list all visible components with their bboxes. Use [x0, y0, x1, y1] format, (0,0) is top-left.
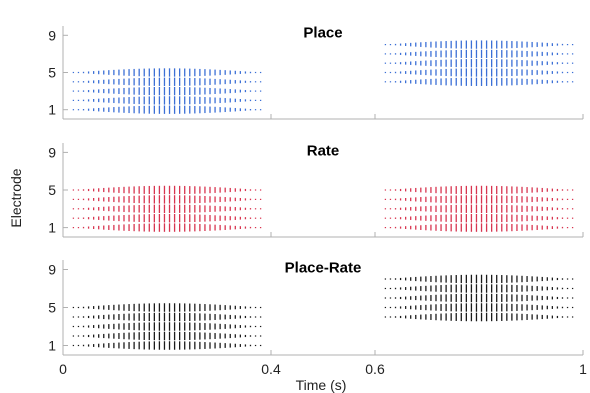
x-axis-label: Time (s) — [296, 377, 347, 393]
y-tick-label: 5 — [48, 300, 56, 316]
spike-segment — [72, 185, 262, 232]
panels: Place 1 5 9 Rate 1 5 9 Place-Rate 1 5 9 — [48, 24, 584, 356]
y-tick-label: 9 — [48, 144, 56, 160]
y-tick-label: 1 — [48, 102, 56, 118]
y-tick-label: 9 — [48, 262, 56, 278]
y-tick-label: 1 — [48, 338, 56, 354]
y-tick-label: 9 — [48, 27, 56, 43]
panel-place: Place 1 5 9 — [48, 24, 584, 120]
spike-segment — [72, 303, 262, 350]
spike-segment — [384, 185, 574, 232]
panel-title: Rate — [307, 142, 340, 159]
y-tick-label: 5 — [48, 65, 56, 81]
spike-segment — [72, 68, 262, 114]
x-tick-label: 0 — [59, 361, 67, 377]
panel-title: Place — [303, 24, 342, 41]
panel-title: Place-Rate — [285, 259, 362, 276]
x-tick-label: 0.4 — [261, 361, 281, 377]
spike-segment — [384, 274, 574, 322]
panel-place-rate: Place-Rate 1 5 9 — [48, 259, 584, 356]
panel-rate: Rate 1 5 9 — [48, 142, 584, 238]
x-tick-label: 1 — [579, 361, 587, 377]
y-tick-label: 5 — [48, 182, 56, 198]
x-tick-label: 0.6 — [365, 361, 385, 377]
x-axis: 0 0.4 0.6 1 — [59, 361, 587, 377]
spike-segment — [384, 40, 574, 86]
y-tick-label: 1 — [48, 220, 56, 236]
y-axis-label: Electrode — [8, 168, 24, 227]
